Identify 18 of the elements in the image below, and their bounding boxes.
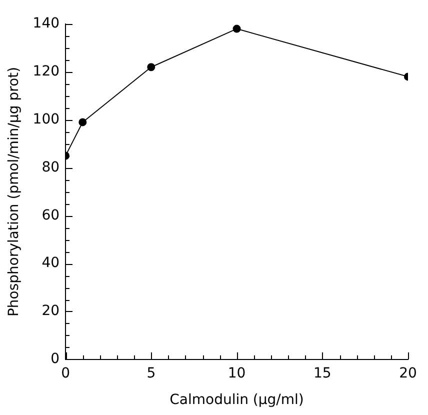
y-tick-label: 0	[50, 351, 60, 368]
x-tick-label: 5	[146, 365, 156, 382]
point	[232, 24, 241, 33]
y-tick-label: 80	[42, 159, 60, 176]
x-tick-label: 10	[228, 365, 246, 382]
x-tick-label: 0	[61, 365, 70, 382]
y-tick-label: 120	[32, 64, 60, 80]
y-tick-label: 140	[32, 16, 60, 32]
x-axis-title: Calmodulin (µg/ml)	[170, 392, 304, 408]
y-tick-label: 20	[42, 303, 60, 320]
point	[78, 118, 87, 126]
y-tick-label: 40	[42, 255, 60, 272]
x-tick-label: 15	[313, 365, 332, 382]
y-axis-title: Phosphorylation (pmol/min/µg prot)	[6, 66, 22, 317]
y-tick-label: 60	[42, 207, 60, 224]
point	[147, 63, 156, 72]
x-tick-label: 20	[399, 365, 417, 382]
y-tick-label: 100	[32, 111, 60, 128]
